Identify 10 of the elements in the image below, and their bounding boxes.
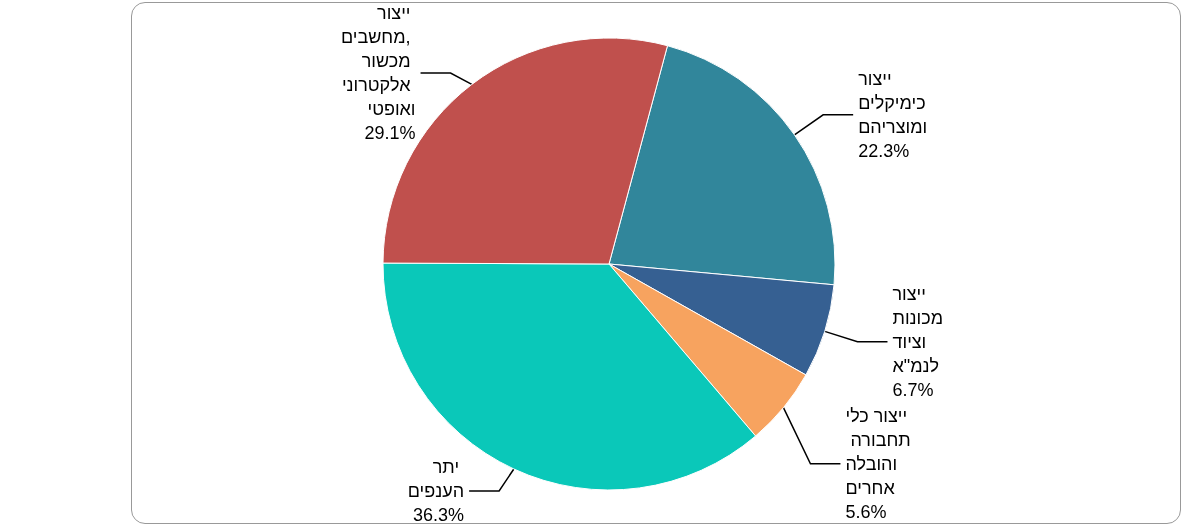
slice-label: ייצור כלי תחבורה והובלה אחרים [845, 405, 916, 498]
data-label: 6.7% [892, 379, 934, 400]
data-label: 22.3% [858, 140, 910, 161]
slice-label: יתר הענפים [407, 457, 465, 501]
slice-label: ייצור כימיקלים ומוצריהם [858, 68, 931, 137]
slice-label: ייצור מכונות וציוד לנמ"א [892, 283, 949, 376]
data-label: 29.1% [364, 123, 416, 143]
slice-label: ייצור מחשבים, מכשור אלקטרוני ואופטי [340, 3, 416, 119]
data-label: 5.6% [845, 501, 887, 522]
data-label: 36.3% [413, 505, 465, 525]
